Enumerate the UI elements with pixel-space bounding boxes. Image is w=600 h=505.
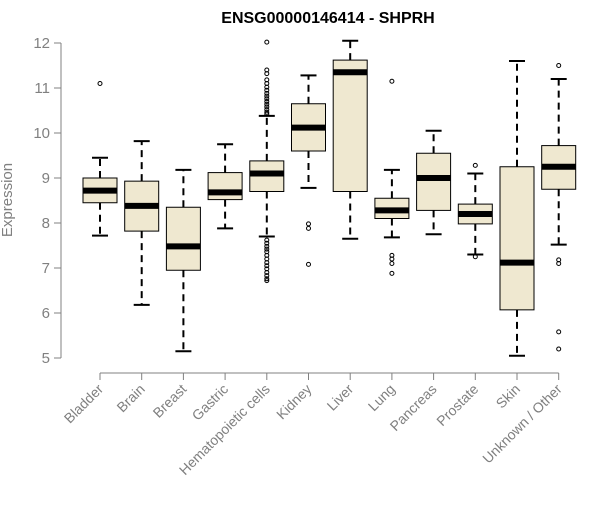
x-tick-label: Bladder: [61, 381, 107, 427]
x-tick-label: Lung: [365, 381, 398, 414]
box-iqr: [207, 172, 243, 201]
outlier-point: [264, 278, 270, 284]
x-tick-label: Prostate: [433, 381, 481, 429]
y-tick-label: 9: [42, 170, 50, 187]
outlier-point: [389, 78, 395, 84]
y-tick-label: 11: [34, 80, 50, 97]
outlier-point: [306, 261, 311, 267]
box-gastric: [207, 143, 243, 230]
outlier-point: [97, 81, 103, 86]
box-iqr: [416, 152, 452, 211]
box-iqr: [165, 206, 201, 271]
outlier-point: [264, 84, 270, 90]
outlier-point: [264, 246, 270, 252]
y-tick-label: 8: [42, 215, 50, 232]
outlier-point: [556, 346, 562, 352]
outlier-point: [264, 237, 270, 243]
x-tick-label: Breast: [150, 381, 190, 421]
boxes-group: [82, 39, 577, 357]
y-tick-label: 5: [42, 350, 50, 367]
outlier-point: [264, 270, 270, 275]
outlier-point: [264, 90, 270, 96]
box-iqr: [332, 59, 368, 192]
y-tick-label: 10: [33, 125, 50, 142]
box-prostate: [457, 162, 493, 260]
outlier-point: [264, 273, 270, 279]
outlier-point: [264, 111, 270, 117]
box-lung: [374, 78, 410, 276]
outlier-point: [264, 39, 270, 45]
outlier-point: [264, 71, 270, 77]
outlier-point: [472, 254, 478, 260]
x-tick-label: Skin: [493, 381, 524, 412]
outlier-point: [306, 225, 311, 231]
box-iqr: [499, 166, 535, 311]
outlier-point: [264, 96, 270, 102]
box-skin: [499, 60, 535, 357]
y-axis-label: Expression: [0, 163, 16, 237]
outlier-point: [472, 162, 478, 168]
x-tick-label: Unknown / Other: [479, 381, 565, 467]
outlier-point: [306, 221, 311, 227]
outlier-point: [389, 261, 395, 266]
outlier-point: [556, 329, 562, 335]
y-tick-label: 12: [33, 35, 50, 52]
outlier-point: [264, 260, 270, 266]
y-axis: 5 6 7 8 9 10 11 12: [33, 35, 62, 367]
box-brain: [124, 140, 160, 306]
outlier-point: [264, 101, 270, 107]
outlier-point: [264, 93, 270, 99]
outlier-point: [556, 261, 562, 266]
outlier-point: [556, 63, 562, 68]
outlier-point: [264, 109, 270, 115]
outlier-point: [264, 240, 270, 246]
outlier-point: [264, 99, 270, 104]
outlier-point: [264, 104, 270, 110]
outlier-point: [264, 276, 270, 282]
outlier-point: [264, 87, 270, 93]
box-bladder: [82, 81, 118, 237]
x-tick-label: Brain: [113, 381, 147, 415]
outlier-point: [264, 263, 270, 269]
box-kidney: [291, 74, 326, 267]
y-tick-label: 7: [42, 260, 50, 277]
outlier-point: [264, 243, 270, 249]
y-tick-label: 6: [42, 305, 50, 322]
box-pancreas: [416, 129, 452, 236]
box-liver: [332, 39, 368, 240]
box-breast: [165, 168, 201, 353]
x-tick-label: Liver: [324, 381, 357, 414]
box-hematopoietic-cells: [249, 39, 285, 284]
outlier-point: [389, 270, 395, 276]
box-unknown-other: [541, 63, 577, 352]
x-tick-label: Kidney: [273, 381, 315, 423]
chart-title: ENSG00000146414 - SHPRH: [221, 10, 434, 27]
